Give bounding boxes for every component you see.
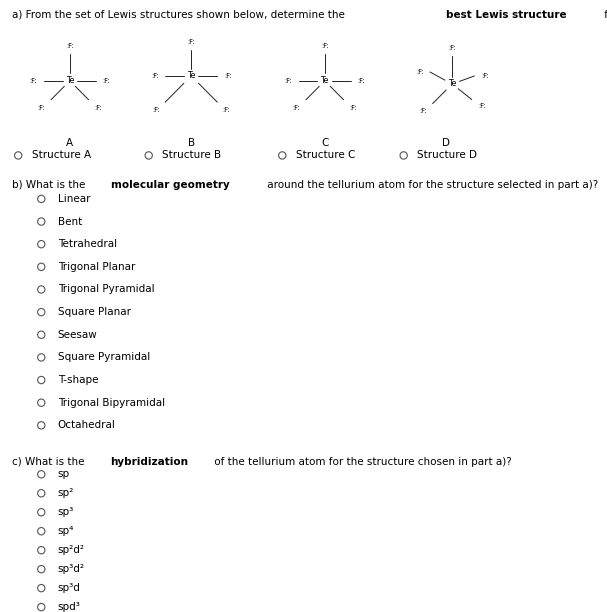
Text: :F:: :F:: [103, 78, 110, 84]
Text: :F:: :F:: [350, 105, 357, 111]
Text: A: A: [66, 138, 73, 147]
Text: :F:: :F:: [449, 45, 456, 51]
Text: :F:: :F:: [223, 107, 230, 113]
Text: sp³: sp³: [58, 507, 74, 517]
Text: :F:: :F:: [321, 43, 328, 49]
Text: sp²: sp²: [58, 488, 74, 498]
Text: sp⁴: sp⁴: [58, 526, 74, 536]
Text: Trigonal Bipyramidal: Trigonal Bipyramidal: [58, 398, 164, 408]
Text: :F:: :F:: [152, 107, 160, 113]
Text: :F:: :F:: [30, 78, 37, 84]
Text: sp³d: sp³d: [58, 583, 81, 593]
Text: Te: Te: [66, 76, 74, 85]
Text: :F:: :F:: [66, 43, 73, 49]
Text: Te: Te: [320, 76, 329, 85]
Text: Tetrahedral: Tetrahedral: [58, 239, 117, 249]
Text: :F:: :F:: [38, 105, 45, 111]
Text: :F:: :F:: [419, 108, 427, 114]
Text: Structure D: Structure D: [417, 151, 477, 160]
Text: Trigonal Pyramidal: Trigonal Pyramidal: [58, 285, 154, 294]
Text: :F:: :F:: [151, 73, 158, 79]
Text: C: C: [321, 138, 328, 147]
Text: Structure A: Structure A: [32, 151, 90, 160]
Text: around the tellurium atom for the structure selected in part a)?: around the tellurium atom for the struct…: [264, 180, 599, 190]
Text: spd³: spd³: [58, 602, 81, 612]
Text: D: D: [442, 138, 450, 147]
Text: Trigonal Planar: Trigonal Planar: [58, 262, 135, 272]
Text: Structure B: Structure B: [162, 151, 221, 160]
Text: Linear: Linear: [58, 194, 90, 204]
Text: :F:: :F:: [481, 73, 489, 79]
Text: T-shape: T-shape: [58, 375, 98, 385]
Text: of the tellurium atom for the structure chosen in part a)?: of the tellurium atom for the structure …: [211, 457, 511, 466]
Text: Structure C: Structure C: [296, 151, 355, 160]
Text: :F:: :F:: [95, 105, 102, 111]
Text: hybridization: hybridization: [110, 457, 188, 466]
Text: B: B: [188, 138, 195, 147]
Text: best Lewis structure: best Lewis structure: [446, 10, 566, 20]
Text: sp: sp: [58, 469, 70, 479]
Text: Seesaw: Seesaw: [58, 330, 97, 340]
Text: :F:: :F:: [188, 39, 195, 45]
Text: b) What is the: b) What is the: [12, 180, 89, 190]
Text: :F:: :F:: [285, 78, 292, 84]
Text: Square Pyramidal: Square Pyramidal: [58, 353, 150, 362]
Text: Square Planar: Square Planar: [58, 307, 131, 317]
Text: Te: Te: [448, 80, 456, 88]
Text: a) From the set of Lewis structures shown below, determine the: a) From the set of Lewis structures show…: [12, 10, 348, 20]
Text: for TeF₅⁻.  Please note that formal charges are intentionally left out of the st: for TeF₅⁻. Please note that formal charg…: [602, 10, 607, 20]
Text: c) What is the: c) What is the: [12, 457, 88, 466]
Text: molecular geometry: molecular geometry: [111, 180, 230, 190]
Text: sp³d²: sp³d²: [58, 564, 84, 574]
Text: Bent: Bent: [58, 217, 82, 226]
Text: :F:: :F:: [358, 78, 365, 84]
Text: :F:: :F:: [224, 73, 231, 79]
Text: Octahedral: Octahedral: [58, 420, 115, 430]
Text: sp²d²: sp²d²: [58, 545, 84, 555]
Text: :F:: :F:: [293, 105, 300, 111]
Text: Te: Te: [187, 72, 195, 80]
Text: :F:: :F:: [416, 69, 424, 75]
Text: :F:: :F:: [478, 103, 486, 109]
